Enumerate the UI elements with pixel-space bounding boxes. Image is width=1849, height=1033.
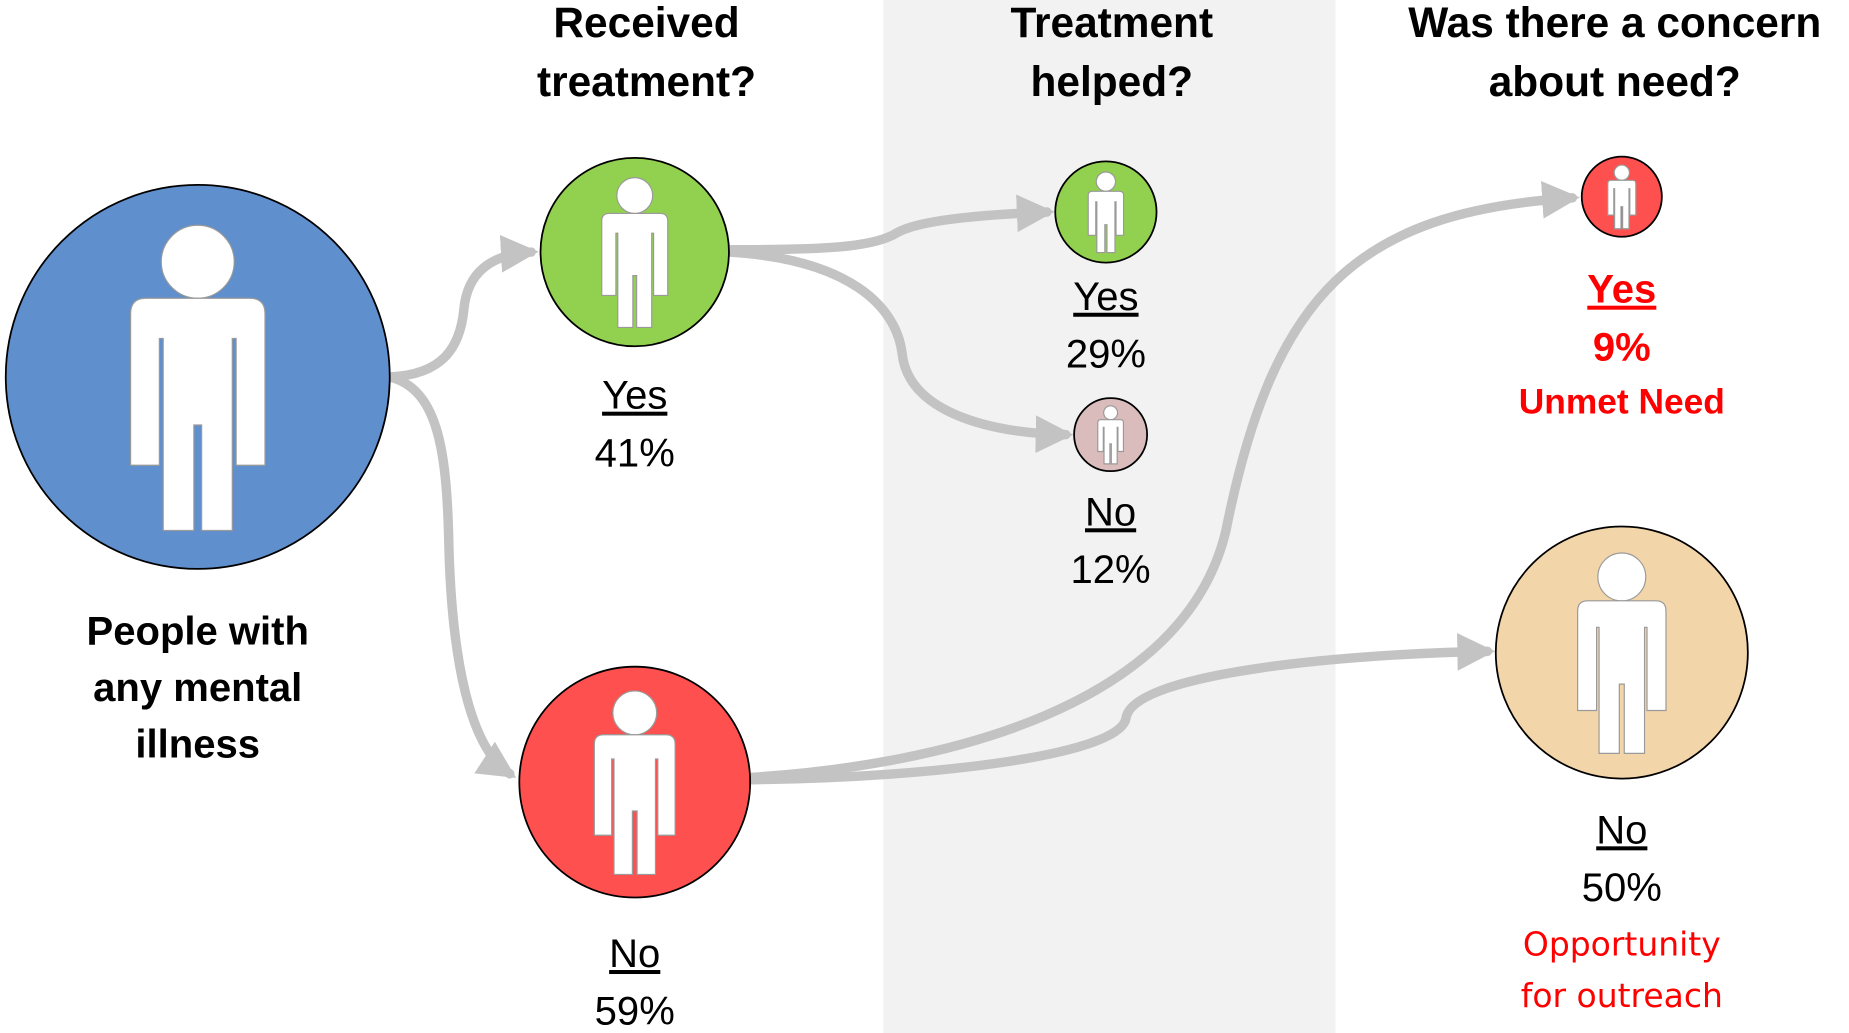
person-node (1073, 397, 1149, 473)
person-node (1580, 155, 1663, 238)
column-header: Received (553, 0, 739, 46)
flows (385, 181, 1580, 785)
flow-arrow (745, 633, 1496, 785)
person-node (518, 665, 752, 899)
person-head (1103, 405, 1119, 421)
node-answer: No (1085, 490, 1136, 534)
flow-arrow (745, 181, 1580, 783)
root-label: illness (135, 722, 260, 766)
node-share: 9% (1593, 325, 1651, 369)
column-header: Was there a concern (1408, 0, 1821, 46)
node-answer: No (609, 932, 660, 976)
person-node (1494, 525, 1749, 780)
root-label: People with (87, 609, 309, 653)
person-body (1577, 600, 1667, 754)
flow-arrow (385, 372, 517, 779)
column-header: about need? (1489, 58, 1741, 105)
node-share: 59% (595, 990, 675, 1033)
person-head (160, 224, 235, 299)
person-head (616, 177, 654, 215)
person-body (593, 734, 676, 876)
column-header: Treatment (1010, 0, 1213, 46)
flow-arrow (724, 247, 1074, 454)
person-head (1597, 552, 1647, 602)
flow-arrow (724, 194, 1055, 255)
flow-arrow (385, 234, 539, 382)
node-answer: Yes (1587, 268, 1656, 312)
node-share: 50% (1582, 866, 1662, 910)
person-node (1054, 160, 1158, 264)
column-header: treatment? (537, 58, 756, 105)
person-node (4, 184, 391, 570)
person-body (1607, 179, 1637, 230)
person-body (130, 297, 266, 532)
root-label: any mental (93, 666, 302, 710)
node-share: 29% (1066, 332, 1146, 376)
column-header: helped? (1031, 58, 1194, 105)
person-node (539, 156, 730, 348)
node-answer: Yes (602, 374, 667, 418)
person-body (601, 212, 669, 329)
person-head (1095, 171, 1117, 192)
node-share: 12% (1071, 548, 1151, 592)
person-head (1613, 164, 1631, 181)
person-body (1087, 190, 1125, 254)
node-answer: No (1596, 808, 1647, 852)
node-note: Opportunity (1523, 924, 1721, 963)
node-answer: Yes (1073, 275, 1138, 319)
node-note: Unmet Need (1519, 382, 1725, 421)
person-head (612, 690, 658, 736)
node-note: for outreach (1521, 976, 1723, 1015)
node-share: 41% (595, 431, 675, 475)
person-body (1097, 419, 1125, 465)
